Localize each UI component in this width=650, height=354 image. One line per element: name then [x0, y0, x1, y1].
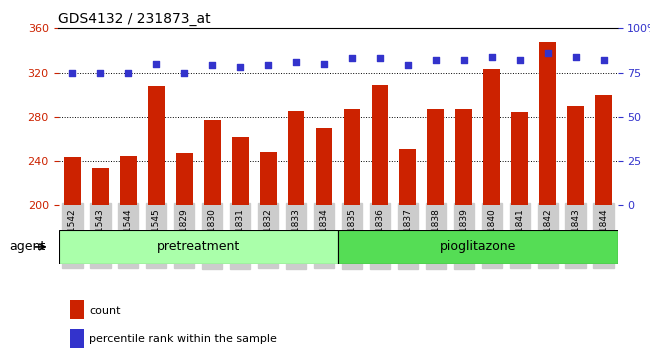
FancyBboxPatch shape: [338, 230, 618, 264]
FancyBboxPatch shape: [58, 230, 338, 264]
Point: [459, 57, 469, 63]
Bar: [540, 42, 556, 205]
Bar: [344, 109, 360, 205]
Bar: [70, 329, 84, 348]
Point: [124, 70, 134, 75]
Bar: [456, 109, 472, 205]
Bar: [204, 120, 220, 205]
Point: [515, 57, 525, 63]
Bar: [176, 153, 192, 205]
Text: count: count: [89, 306, 121, 316]
Point: [402, 63, 413, 68]
Point: [375, 56, 385, 61]
Text: GDS4132 / 231873_at: GDS4132 / 231873_at: [58, 12, 211, 26]
Text: agent: agent: [9, 240, 45, 253]
Point: [151, 61, 161, 67]
Text: pretreatment: pretreatment: [157, 240, 240, 253]
Bar: [64, 156, 81, 205]
Bar: [232, 137, 248, 205]
Point: [542, 50, 552, 56]
Bar: [70, 300, 84, 319]
Bar: [484, 69, 500, 205]
Bar: [260, 152, 276, 205]
Bar: [148, 86, 164, 205]
Bar: [288, 111, 304, 205]
Point: [179, 70, 190, 75]
Bar: [372, 85, 388, 205]
Bar: [120, 155, 136, 205]
Point: [318, 61, 329, 67]
Bar: [92, 168, 109, 205]
Point: [263, 63, 273, 68]
Point: [599, 57, 609, 63]
Point: [95, 70, 105, 75]
Point: [431, 57, 441, 63]
Bar: [595, 95, 612, 205]
Point: [486, 54, 497, 59]
Point: [67, 70, 78, 75]
Point: [291, 59, 302, 65]
Bar: [316, 128, 332, 205]
Point: [207, 63, 217, 68]
Text: percentile rank within the sample: percentile rank within the sample: [89, 334, 277, 344]
Bar: [512, 113, 528, 205]
Point: [235, 64, 246, 70]
Bar: [567, 106, 584, 205]
Text: pioglitazone: pioglitazone: [439, 240, 516, 253]
Bar: [400, 149, 416, 205]
Point: [347, 56, 358, 61]
Bar: [428, 109, 444, 205]
Point: [571, 54, 581, 59]
